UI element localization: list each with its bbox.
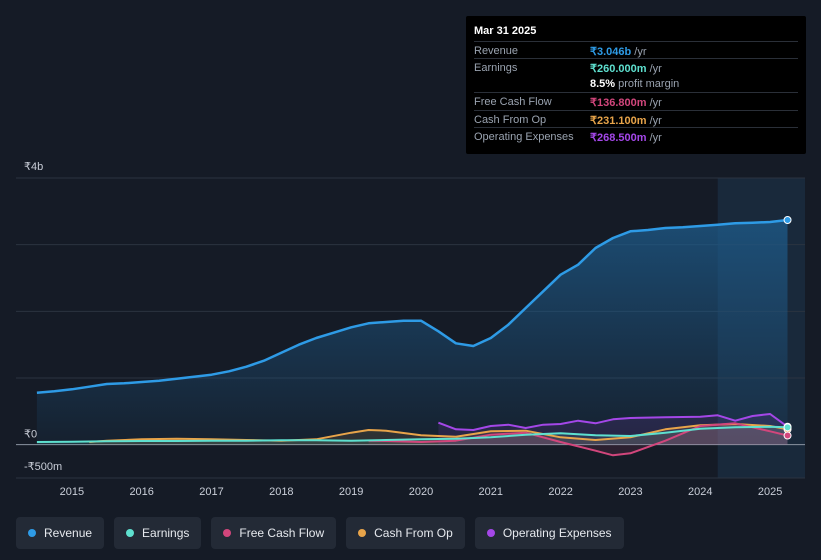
tooltip: Mar 31 2025 Revenue ₹3.046b /yr Earnings… xyxy=(466,16,806,154)
tooltip-row-cfo: Cash From Op ₹231.100m /yr xyxy=(474,110,798,128)
tooltip-row-revenue: Revenue ₹3.046b /yr xyxy=(474,41,798,59)
tooltip-unit: /yr xyxy=(646,63,662,75)
legend-label: Free Cash Flow xyxy=(239,526,325,540)
x-tick-label: 2018 xyxy=(269,486,293,498)
tooltip-label: Earnings xyxy=(474,62,518,74)
end-point-free-cash-flow xyxy=(783,431,792,440)
x-tick-label: 2016 xyxy=(129,486,153,498)
x-tick-label: 2022 xyxy=(548,486,572,498)
series-line-earnings xyxy=(36,425,788,443)
tooltip-unit: /yr xyxy=(646,115,662,127)
revenue-dot-icon xyxy=(28,529,36,537)
tooltip-value: ₹260.000m xyxy=(590,63,647,75)
end-point-earnings xyxy=(783,423,792,432)
legend-item-free-cash-flow[interactable]: Free Cash Flow xyxy=(211,517,337,549)
tooltip-label: Operating Expenses xyxy=(474,131,574,143)
tooltip-unit: /yr xyxy=(646,132,662,144)
series-line-cash-from-op xyxy=(89,423,788,443)
x-tick-label: 2017 xyxy=(199,486,223,498)
legend-item-operating-expenses[interactable]: Operating Expenses xyxy=(474,517,624,549)
legend-label: Operating Expenses xyxy=(502,526,612,540)
y-tick-label: -₹500m xyxy=(24,461,62,473)
x-tick-label: 2024 xyxy=(688,486,712,498)
tooltip-row-margin: 8.5% profit margin xyxy=(474,75,798,92)
tooltip-row-opex: Operating Expenses ₹268.500m /yr xyxy=(474,127,798,145)
x-tick-label: 2023 xyxy=(618,486,642,498)
series-line-revenue xyxy=(36,218,788,394)
tooltip-label: Free Cash Flow xyxy=(474,96,552,108)
y-tick-label: ₹4b xyxy=(24,161,43,173)
series-area-operating-expenses xyxy=(438,414,788,445)
earnings-dot-icon xyxy=(126,529,135,537)
x-tick-label: 2015 xyxy=(60,486,84,498)
y-tick-label: ₹0 xyxy=(24,429,37,441)
tooltip-value: 8.5% xyxy=(590,78,616,90)
x-tick-label: 2020 xyxy=(409,486,433,498)
free-cash-flow-dot-icon xyxy=(223,529,232,537)
x-tick-label: 2025 xyxy=(758,486,782,498)
legend-label: Cash From Op xyxy=(374,526,453,540)
legend-item-revenue[interactable]: Revenue xyxy=(16,517,105,549)
tooltip-value: ₹3.046b xyxy=(590,46,632,58)
tooltip-date: Mar 31 2025 xyxy=(474,25,537,37)
tooltip-unit: /yr xyxy=(631,46,647,58)
tooltip-label: Revenue xyxy=(474,45,519,57)
operating-expenses-dot-icon xyxy=(486,529,495,537)
tooltip-row-earnings: Earnings ₹260.000m /yr xyxy=(474,58,798,76)
x-tick-label: 2021 xyxy=(479,486,503,498)
legend-item-earnings[interactable]: Earnings xyxy=(114,517,202,549)
tooltip-label: Cash From Op xyxy=(474,114,547,126)
tooltip-row-fcf: Free Cash Flow ₹136.800m /yr xyxy=(474,92,798,110)
end-point-revenue xyxy=(783,216,792,224)
tooltip-value: ₹231.100m xyxy=(590,115,647,127)
legend-label: Earnings xyxy=(142,526,190,540)
series-line-free-cash-flow xyxy=(368,422,788,457)
legend-label: Revenue xyxy=(44,526,93,540)
series-line-operating-expenses xyxy=(438,413,789,431)
legend: Revenue Earnings Free Cash Flow Cash Fro… xyxy=(16,517,624,550)
tooltip-unit: profit margin xyxy=(615,78,680,90)
tooltip-value: ₹268.500m xyxy=(590,132,647,144)
legend-item-cash-from-op[interactable]: Cash From Op xyxy=(346,517,465,549)
tooltip-value: ₹136.800m xyxy=(590,97,647,109)
tooltip-unit: /yr xyxy=(646,97,662,109)
x-tick-label: 2019 xyxy=(339,486,363,498)
revenue-area xyxy=(36,220,788,445)
cash-from-op-dot-icon xyxy=(358,529,367,537)
